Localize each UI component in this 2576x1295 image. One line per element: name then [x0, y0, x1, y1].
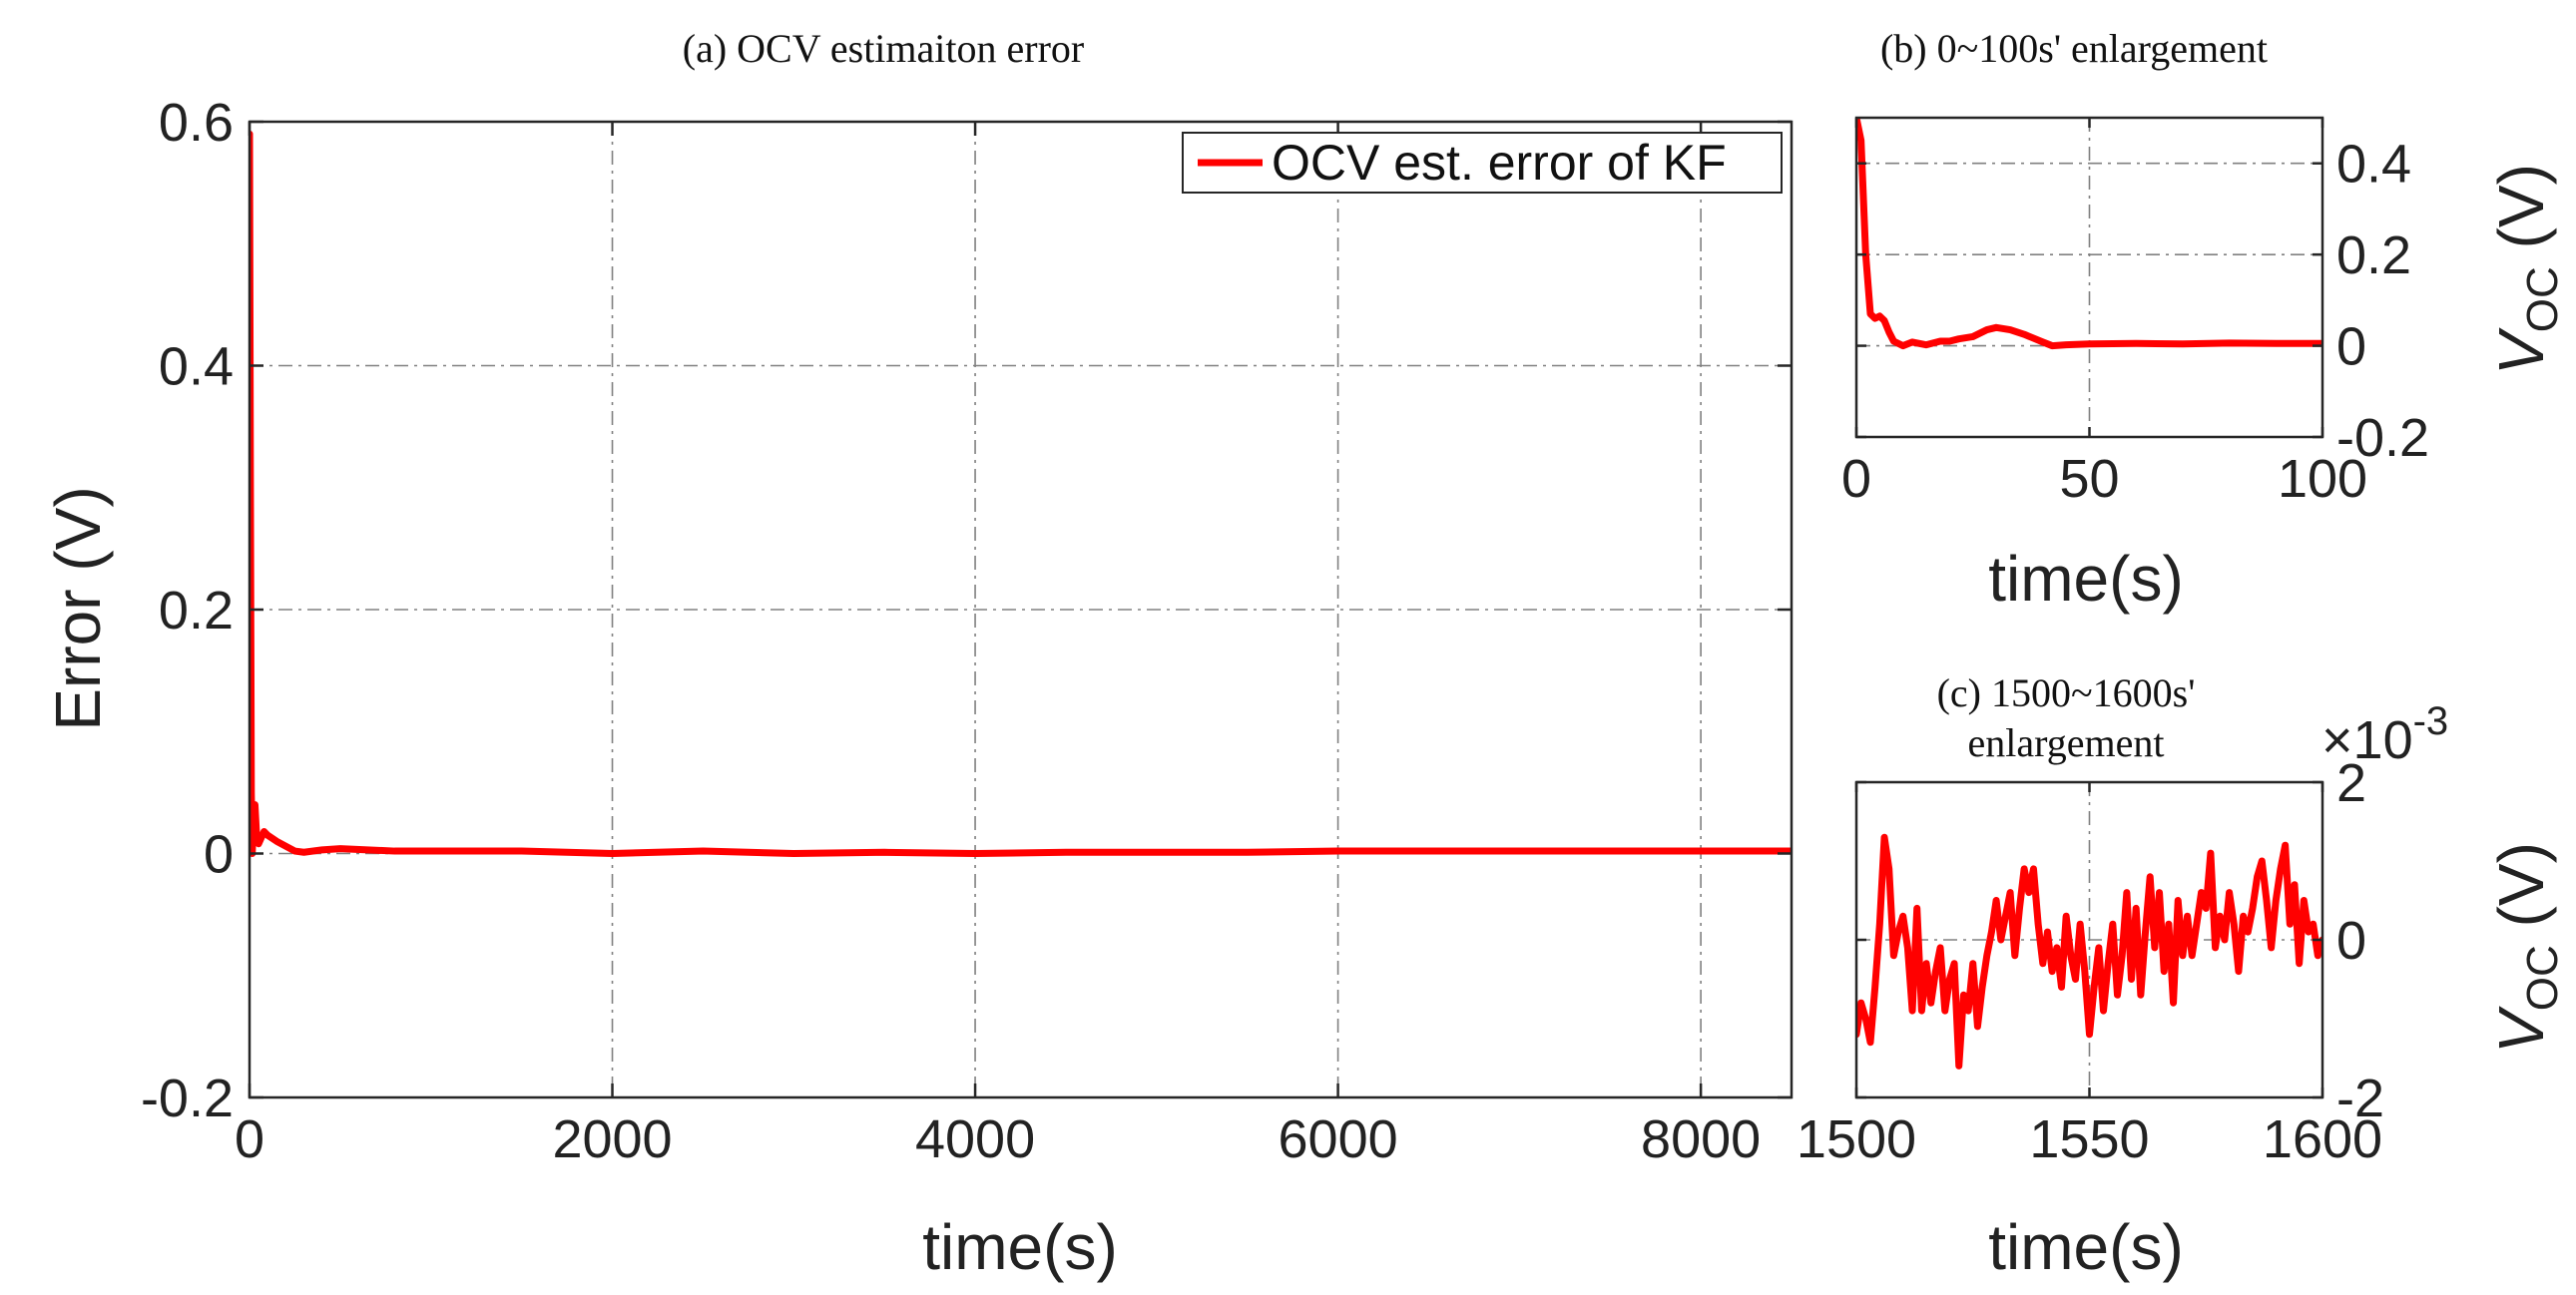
x-tick-label: 1550: [2029, 1109, 2149, 1169]
y-tick-label: 0.2: [2336, 225, 2411, 285]
y-tick-label: 0: [2336, 317, 2366, 377]
panel-a-tick-labels: 0 2000 4000 6000 8000-0.200.20.40.6: [141, 93, 1761, 1169]
panel-c-enlargement-1500-1600: (c) 1500~1600s' enlargement 1500 1550 1600…: [1797, 670, 2567, 1283]
legend-box: [1182, 132, 1783, 194]
panel-c-scale-factor: ×10-3: [2321, 699, 2448, 770]
legend-entry-kf: OCV est. error of KF: [1272, 135, 1727, 191]
y-tick-label: 0.4: [2336, 135, 2411, 195]
panel-c-tick-labels: 1500 1550 1600-2 0 2: [1797, 753, 2384, 1169]
panel-a-title: (a) OCV estimaiton error: [683, 26, 1084, 71]
panel-b-title: (b) 0~100s' enlargement: [1880, 26, 2268, 71]
series-line-ocv-error-kf: [1856, 833, 2322, 1070]
panel-a-y-label: Error (V): [42, 486, 114, 730]
y-tick-label: 0.6: [159, 93, 234, 153]
panel-c-title-line1: (c) 1500~1600s': [1937, 670, 2196, 715]
panel-c-ticks: [1854, 780, 2324, 1099]
panel-b-y-label: VOC (V): [2485, 164, 2567, 375]
x-tick-label: 100: [2278, 449, 2367, 509]
x-tick-label: 50: [2059, 449, 2119, 509]
panel-b-y-label-sub: OC: [2518, 266, 2567, 332]
y-tick-label: 0.2: [159, 581, 234, 641]
y-tick-label: -0.2: [141, 1069, 234, 1128]
panel-c-series: [1856, 833, 2322, 1070]
panel-b-y-label-unit: (V): [2485, 164, 2557, 266]
panel-b-y-label-main: V: [2485, 327, 2557, 375]
series-line-ocv-error-kf: [250, 130, 1792, 857]
panel-c-y-label-unit: (V): [2485, 842, 2557, 945]
y-tick-label: 0: [2336, 911, 2366, 971]
x-tick-label: 1500: [1797, 1109, 1916, 1169]
y-tick-label: 0.4: [159, 337, 234, 397]
x-tick-label: 0: [1841, 449, 1871, 509]
x-tick-label: 1600: [2263, 1109, 2382, 1169]
panel-b-x-label: time(s): [1988, 543, 2184, 615]
panel-c-x-label: time(s): [1988, 1211, 2184, 1283]
x-tick-label: 8000: [1641, 1109, 1761, 1169]
panel-c-y-label-main: V: [2485, 1006, 2557, 1054]
y-tick-label: 2: [2336, 753, 2366, 813]
panel-c-scale-exp: -3: [2413, 699, 2449, 743]
panel-b-tick-labels: 0 50 100-0.2 0 0.2 0.4: [1841, 135, 2429, 509]
panel-a-x-label: time(s): [922, 1211, 1118, 1283]
panel-b-enlargement-0-100: (b) 0~100s' enlargement 0 50 100-0.2 0 0.2 0.…: [1841, 26, 2567, 615]
y-tick-label: -0.2: [2336, 408, 2429, 468]
x-tick-label: 4000: [915, 1109, 1035, 1169]
panel-a-ocv-error: (a) OCV estimaiton error 0 2000 4000 6000 80…: [42, 26, 1794, 1283]
y-tick-label: 0: [204, 825, 234, 885]
y-tick-label: -2: [2336, 1069, 2384, 1128]
panel-c-grid: [1856, 782, 2322, 1097]
panel-b-series: [1856, 118, 2322, 350]
x-tick-label: 6000: [1279, 1109, 1398, 1169]
legend: OCV est. error of KF: [1182, 132, 1783, 194]
panel-c-y-label: VOC (V): [2485, 842, 2567, 1054]
panel-c-y-label-sub: OC: [2518, 945, 2567, 1011]
panel-c-title-line2: enlargement: [1968, 720, 2165, 765]
x-tick-label: 0: [235, 1109, 264, 1169]
x-tick-label: 2000: [552, 1109, 672, 1169]
series-line-ocv-error-kf: [1856, 118, 2322, 350]
panel-b-ticks: [1854, 118, 2324, 439]
panel-a-series: [250, 130, 1792, 857]
panel-c-scale-base: ×10: [2321, 710, 2413, 770]
